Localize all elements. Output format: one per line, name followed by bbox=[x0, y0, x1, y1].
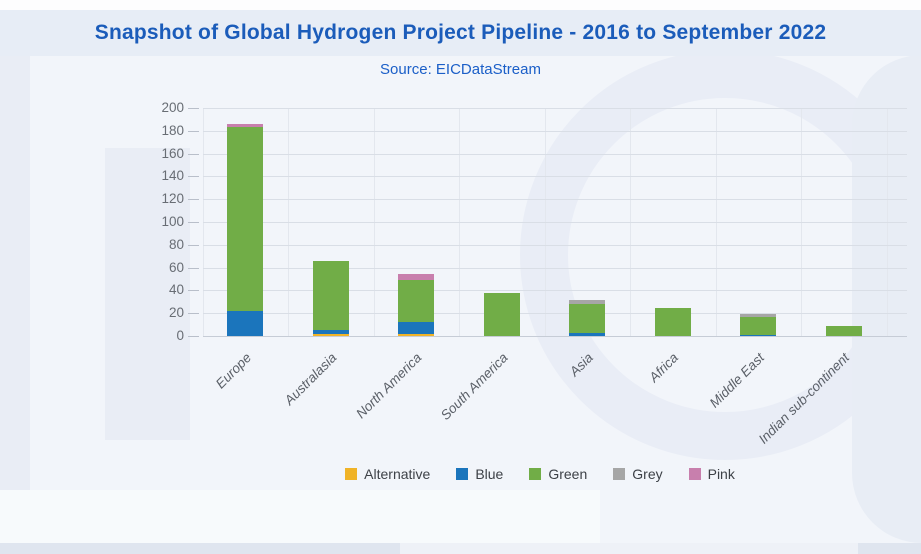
y-axis-tick bbox=[188, 153, 199, 155]
bar-segment-green-6 bbox=[740, 316, 777, 335]
y-axis-tick-label: 60 bbox=[168, 259, 184, 275]
gridline-y-40 bbox=[202, 290, 907, 292]
y-axis-tick-label: 140 bbox=[161, 168, 184, 184]
gridline-y-60 bbox=[202, 267, 907, 269]
bar-segment-green-2 bbox=[398, 280, 435, 323]
y-axis-tick bbox=[188, 199, 199, 201]
bar-segment-green-3 bbox=[483, 292, 520, 336]
legend-label: Blue bbox=[475, 466, 504, 482]
legend-item-pink: Pink bbox=[688, 466, 735, 482]
y-axis-tick-label: 20 bbox=[168, 305, 184, 321]
y-axis-tick-label: 40 bbox=[168, 282, 184, 298]
bar-segment-green-5 bbox=[654, 307, 691, 336]
watermark-shape bbox=[400, 543, 858, 554]
y-axis-tick bbox=[188, 244, 199, 246]
y-axis-tick bbox=[188, 222, 199, 223]
bar-segment-grey-6 bbox=[740, 314, 777, 317]
bar-segment-blue-4 bbox=[569, 332, 606, 336]
legend-label: Green bbox=[548, 466, 588, 482]
x-axis-label-5: Africa bbox=[646, 350, 682, 386]
y-axis-tick bbox=[188, 290, 199, 292]
gridline-y-20 bbox=[202, 313, 907, 315]
bar-segment-green-0 bbox=[227, 127, 264, 311]
gridline-y-80 bbox=[202, 244, 907, 246]
watermark-shape bbox=[0, 490, 600, 543]
legend-label: Pink bbox=[707, 466, 735, 482]
x-axis-label-4: Asia bbox=[566, 350, 596, 380]
gridline-y-100 bbox=[202, 222, 907, 223]
gridline-y-180 bbox=[202, 130, 907, 132]
x-axis-label-3: South America bbox=[437, 350, 511, 423]
gridline-y-160 bbox=[202, 153, 907, 155]
legend-swatch-blue bbox=[456, 468, 469, 480]
watermark-shape bbox=[0, 543, 921, 554]
y-axis-tick-label: 0 bbox=[176, 328, 184, 343]
bar-segment-blue-6 bbox=[740, 334, 777, 336]
legend-item-green: Green bbox=[529, 466, 587, 482]
y-axis-tick bbox=[188, 108, 199, 109]
bar-segment-pink-2 bbox=[398, 274, 435, 281]
y-axis-tick-label: 100 bbox=[161, 214, 184, 229]
page-title: Snapshot of Global Hydrogen Project Pipe… bbox=[94, 21, 827, 44]
y-axis-tick-label: 80 bbox=[168, 236, 184, 252]
bar-segment-green-4 bbox=[569, 304, 606, 333]
legend-swatch-grey bbox=[613, 468, 626, 480]
y-axis-tick-label: 160 bbox=[161, 145, 184, 161]
watermark-shape bbox=[0, 0, 921, 10]
gridline-y-200 bbox=[202, 108, 907, 109]
y-axis-tick bbox=[188, 176, 199, 178]
y-axis-tick-label: 200 bbox=[161, 100, 184, 115]
y-axis-tick bbox=[188, 267, 199, 269]
watermark-shape bbox=[0, 55, 30, 505]
legend-label: Grey bbox=[632, 466, 663, 482]
bar-segment-green-1 bbox=[312, 260, 349, 331]
bar-segment-pink-0 bbox=[227, 123, 264, 128]
y-axis-tick bbox=[188, 130, 199, 132]
gridline-y-0 bbox=[202, 336, 907, 337]
legend-item-alternative: Alternative bbox=[345, 466, 430, 482]
y-axis-tick bbox=[188, 336, 199, 337]
y-axis-tick-label: 180 bbox=[161, 122, 184, 138]
x-axis-label-1: Australasia bbox=[281, 350, 340, 408]
legend-swatch-alternative bbox=[345, 468, 358, 480]
x-axis-label-7: Indian sub-continent bbox=[755, 350, 853, 447]
y-axis-tick bbox=[188, 313, 199, 315]
bar-segment-alternative-2 bbox=[398, 333, 435, 336]
x-axis-label-2: North America bbox=[353, 350, 425, 422]
gridline-y-120 bbox=[202, 199, 907, 201]
watermark-shape bbox=[105, 148, 190, 440]
legend-swatch-pink bbox=[688, 468, 701, 480]
bar-segment-blue-2 bbox=[398, 322, 435, 334]
bar-segment-blue-0 bbox=[227, 310, 264, 336]
bar-segment-green-7 bbox=[825, 325, 862, 336]
y-axis-tick-label: 120 bbox=[161, 191, 184, 207]
legend-swatch-green bbox=[529, 468, 542, 480]
legend-label: Alternative bbox=[364, 466, 431, 482]
chart-legend: Alternative Blue Green Grey Pink bbox=[160, 466, 920, 482]
legend-item-blue: Blue bbox=[456, 466, 503, 482]
title-band: Snapshot of Global Hydrogen Project Pipe… bbox=[0, 10, 921, 56]
legend-item-grey: Grey bbox=[613, 466, 663, 482]
bar-segment-grey-4 bbox=[569, 299, 606, 305]
gridline-y-140 bbox=[202, 176, 907, 178]
x-axis-label-6: Middle East bbox=[706, 350, 767, 411]
source-caption: Source: EICDataStream bbox=[380, 61, 541, 78]
bar-segment-alternative-1 bbox=[312, 333, 349, 336]
bar-segment-blue-1 bbox=[312, 330, 349, 334]
x-axis-label-0: Europe bbox=[212, 350, 254, 392]
